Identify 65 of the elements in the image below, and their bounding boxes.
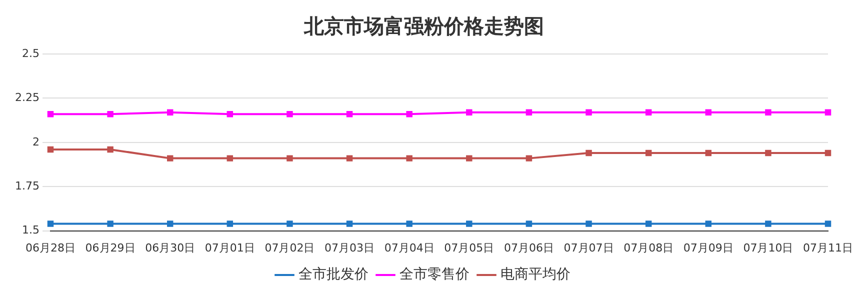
x-tick-label: 07月07日 (564, 241, 614, 254)
point (765, 109, 772, 116)
point (466, 220, 472, 227)
chart-title: 北京市场富强粉价格走势图 (303, 14, 544, 38)
x-tick-label: 06月30日 (145, 241, 196, 254)
point (705, 109, 712, 116)
point (765, 220, 772, 227)
y-tick-label: 2 (32, 135, 40, 148)
point (226, 220, 234, 227)
x-tick-label: 07月11日 (803, 241, 854, 254)
point (824, 150, 832, 156)
point (406, 220, 412, 227)
point (466, 109, 472, 116)
point (286, 110, 293, 118)
x-tick-label: 07月03日 (324, 241, 375, 254)
y-tick-label: 1.5 (22, 224, 40, 237)
legend-label: 全市批发价 (298, 266, 368, 283)
point (107, 220, 114, 227)
point (526, 155, 532, 162)
point (286, 155, 293, 162)
point (824, 220, 832, 227)
point (824, 109, 832, 116)
point (705, 220, 712, 227)
legend-label: 全市零售价 (400, 266, 470, 283)
point (586, 150, 592, 156)
y-tick-label: 2.5 (22, 46, 40, 60)
point (526, 109, 532, 116)
point (346, 155, 353, 162)
point (107, 146, 114, 153)
point (346, 110, 353, 118)
point (166, 220, 174, 227)
x-tick-label: 07月06日 (504, 241, 554, 254)
point (586, 109, 592, 116)
x-tick-label: 07月05日 (444, 241, 494, 254)
x-tick-label: 07月09日 (683, 241, 734, 254)
x-tick-label: 06月28日 (25, 241, 76, 254)
x-tick-label: 06月29日 (85, 241, 136, 254)
point (166, 109, 174, 116)
point (286, 220, 293, 227)
point (765, 150, 772, 156)
x-tick-label: 07月01日 (204, 241, 255, 254)
point (645, 150, 652, 156)
point (226, 110, 234, 118)
legend-label: 电商平均价 (500, 266, 570, 283)
point (705, 150, 712, 156)
point (47, 110, 54, 118)
point (346, 220, 353, 227)
point (226, 155, 234, 162)
x-tick-label: 07月10日 (743, 241, 794, 254)
x-tick-label: 07月08日 (624, 241, 674, 254)
point (586, 220, 592, 227)
y-tick-label: 1.75 (14, 179, 40, 192)
point (107, 110, 114, 118)
y-tick-label: 2.25 (14, 91, 40, 104)
point (645, 220, 652, 227)
x-tick-label: 07月04日 (384, 241, 434, 254)
point (47, 146, 54, 153)
point (406, 155, 412, 162)
point (645, 109, 652, 116)
point (406, 110, 412, 118)
point (47, 220, 54, 227)
point (526, 220, 532, 227)
point (166, 155, 174, 162)
point (466, 155, 472, 162)
x-tick-label: 07月02日 (264, 241, 315, 254)
